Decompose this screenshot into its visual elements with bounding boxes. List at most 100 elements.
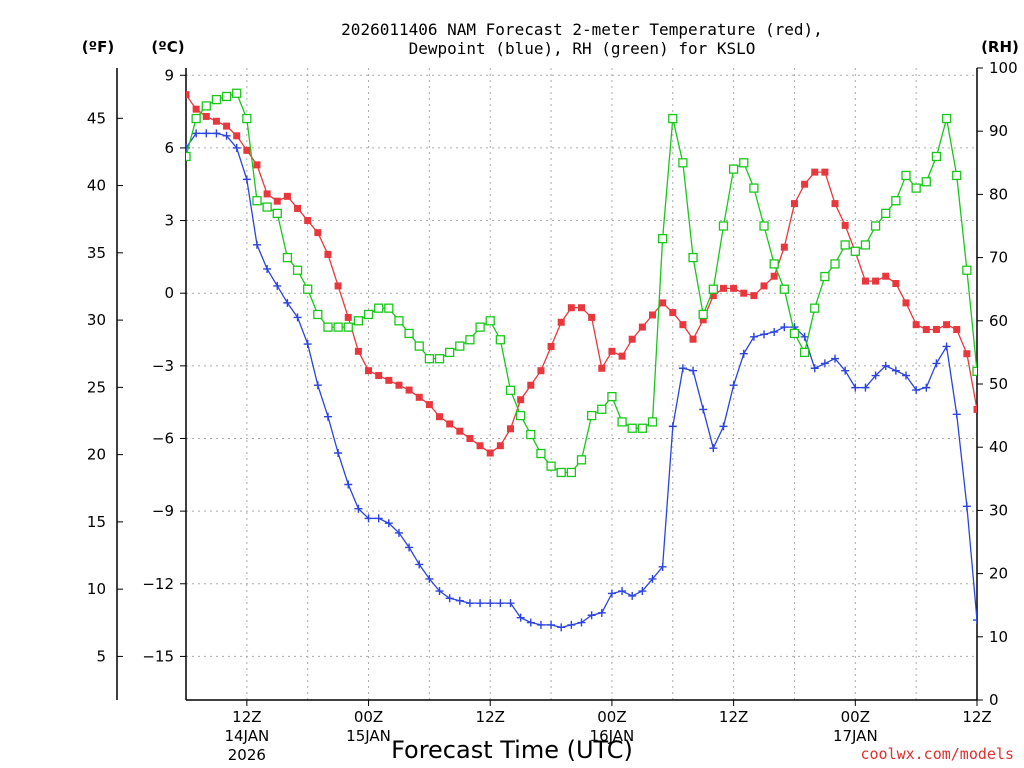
dewpoint-marker	[739, 349, 748, 358]
dewpoint-marker	[242, 175, 251, 184]
rh-marker	[1014, 374, 1022, 382]
rh-marker	[201, 101, 211, 111]
rh-marker	[586, 410, 597, 421]
rh-marker	[749, 183, 759, 193]
rh-marker	[384, 303, 394, 313]
temperature-marker	[963, 350, 971, 358]
dewpoint-marker	[516, 613, 525, 622]
temperature-marker	[486, 449, 494, 457]
rh-marker	[810, 303, 820, 313]
dewpoint-marker	[577, 618, 586, 627]
temperature-marker	[466, 434, 474, 442]
dewpoint-marker	[547, 620, 556, 629]
temperature-marker	[375, 372, 383, 380]
rh-marker	[769, 259, 779, 269]
temperature-marker	[689, 335, 697, 343]
rh-marker	[739, 158, 749, 168]
tick-labels: 9630−3−6−9−12−15454035302520151051009080…	[87, 59, 1018, 764]
temperature-marker	[1014, 394, 1021, 401]
rh-marker	[728, 164, 739, 174]
rh-marker	[678, 158, 688, 168]
chart-title-line2: Dewpoint (blue), RH (green) for KSLO	[409, 39, 756, 58]
rh-marker	[840, 240, 850, 250]
dewpoint-marker	[323, 412, 332, 421]
temperature-marker	[294, 204, 302, 212]
dewpoint-marker	[1003, 597, 1011, 605]
temperature-marker	[547, 342, 555, 350]
rh-marker	[221, 91, 232, 102]
dewpoint-marker	[192, 129, 201, 138]
rh-marker	[870, 221, 881, 231]
rh-tick-label: 40	[989, 438, 1008, 456]
rh-marker	[860, 240, 871, 250]
rh-marker	[668, 113, 678, 124]
rh-marker	[394, 316, 404, 326]
rh-marker	[952, 170, 962, 181]
dewpoint-marker	[526, 618, 535, 627]
temperature-marker	[811, 168, 819, 176]
temperature-marker	[831, 200, 839, 208]
dewpoint-marker	[263, 264, 272, 273]
rh-marker	[404, 328, 414, 339]
rh-marker	[566, 467, 577, 478]
rh-marker	[637, 423, 647, 433]
grid-lines	[186, 68, 977, 700]
rh-tick-label: 60	[989, 312, 1008, 330]
temperature-marker	[922, 326, 930, 334]
temperature-marker	[253, 161, 261, 169]
rh-marker	[983, 393, 991, 401]
dewpoint-marker	[607, 589, 616, 598]
temperature-marker	[324, 250, 332, 258]
rh-marker	[434, 354, 445, 364]
dewpoint-marker	[567, 620, 576, 629]
temperature-marker	[223, 122, 231, 130]
x-tick-label: 12Z	[232, 708, 261, 726]
dewpoint-marker	[699, 405, 708, 414]
rh-marker	[901, 170, 911, 181]
dewpoint-marker	[658, 562, 667, 571]
dewpoint-marker	[293, 313, 302, 322]
temperature-marker	[780, 243, 788, 251]
dewpoint-marker	[536, 620, 545, 629]
rh-marker	[627, 423, 637, 433]
temperature-marker	[669, 309, 677, 317]
rh-marker	[881, 208, 891, 219]
rh-tick-label: 50	[989, 375, 1008, 393]
dewpoint-marker	[273, 281, 282, 290]
rh-marker	[647, 417, 658, 427]
rh-marker	[272, 208, 282, 219]
rh-marker	[424, 354, 435, 364]
x-tick-label: 00Z	[597, 708, 626, 726]
rh-marker	[475, 322, 485, 332]
temperature-marker	[425, 401, 433, 409]
temperature-marker	[233, 132, 241, 140]
rh-marker	[972, 366, 977, 377]
celsius-tick-label: 0	[164, 284, 174, 302]
temperature-marker	[578, 304, 585, 312]
rh-marker	[1003, 361, 1011, 369]
x-tick-label: 00Z	[354, 708, 383, 726]
temperature-marker	[943, 321, 951, 329]
rh-marker	[789, 328, 800, 339]
temperature-marker	[872, 277, 880, 285]
temperature-marker	[385, 376, 393, 384]
celsius-tick-label: 6	[164, 139, 174, 157]
fahrenheit-tick-label: 45	[87, 109, 106, 127]
temperature-marker	[283, 192, 291, 200]
rh-marker	[556, 467, 566, 478]
temperature-marker	[456, 427, 464, 435]
dewpoint-marker	[384, 519, 393, 528]
x-tick-label: 12Z	[962, 708, 991, 726]
rh-tick-label: 90	[989, 122, 1008, 140]
dewpoint-marker	[506, 599, 515, 608]
dewpoint-marker	[952, 410, 961, 419]
rh-marker	[779, 284, 789, 294]
temperature-marker	[760, 282, 768, 290]
dewpoint-marker	[628, 591, 637, 600]
celsius-tick-label: −9	[152, 502, 174, 520]
dewpoint-marker	[303, 340, 312, 349]
rh-marker	[333, 322, 343, 332]
dewpoint-marker	[252, 240, 261, 249]
temperature-marker	[476, 442, 484, 450]
dewpoint-marker	[445, 594, 454, 603]
